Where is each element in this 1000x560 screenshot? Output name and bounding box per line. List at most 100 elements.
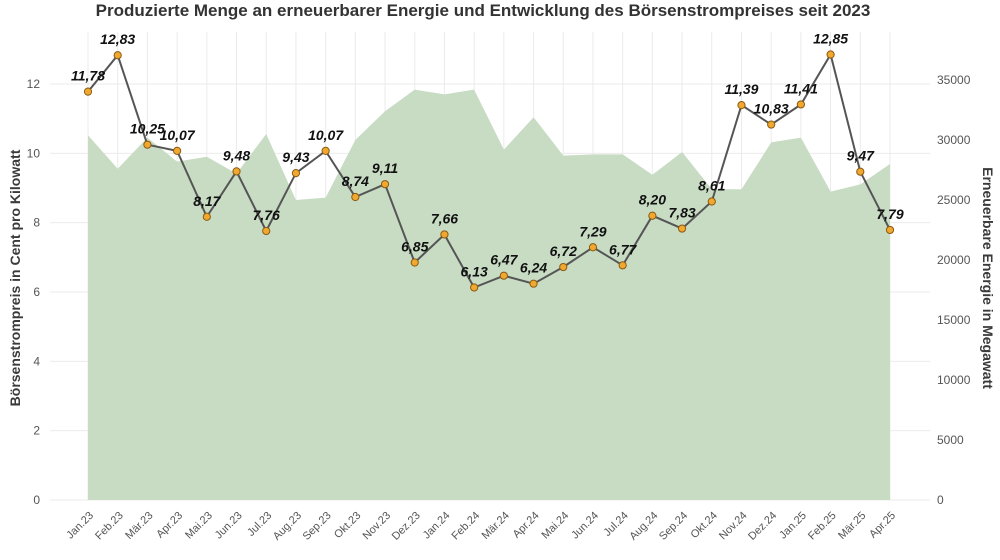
price-data-label: 7,76 [253,207,280,223]
price-point [410,258,419,267]
price-points-layer [83,50,895,292]
y2-tick-label: 15000 [937,313,971,327]
price-data-label: 12,83 [100,31,135,47]
x-tick-label: Jan.24 [421,510,453,542]
x-tick-label: Aug.24 [627,510,660,543]
price-point [677,224,687,233]
y2-tick-label: 20000 [937,253,971,267]
price-data-label: 9,11 [372,160,398,176]
y-tick-label: 12 [27,77,41,91]
price-data-label: 6,13 [461,263,488,279]
x-tick-label: Mär.23 [123,510,155,542]
price-point [737,101,746,110]
x-tick-label: Feb.23 [93,510,126,543]
price-line [87,51,891,289]
price-data-label: 9,48 [223,147,250,163]
price-data-label: 10,25 [130,121,165,137]
y2-axis-title: Erneuerbare Energie in Megawatt [980,167,996,389]
price-data-label: 9,47 [847,148,875,164]
renewable-energy-area-layer [88,89,890,500]
price-point [648,211,657,220]
y-tick-label: 0 [33,493,40,507]
price-point [380,180,390,189]
x-tick-label: Sep.23 [301,510,334,543]
price-data-label: 7,79 [876,206,903,222]
price-point [291,168,301,178]
price-data-label: 11,41 [784,80,818,96]
x-tick-label: Okt.23 [332,510,363,541]
x-tick-label: Apr.25 [867,510,898,541]
price-data-label: 8,74 [342,173,369,189]
x-tick-label: Jun.24 [569,510,601,542]
price-data-label: 7,29 [579,223,606,239]
chart-title: Produzierte Menge an erneuerbarer Energi… [96,1,871,20]
data-labels-layer: 11,7812,8310,2510,078,179,487,769,4310,0… [71,31,904,280]
y-tick-label: 2 [33,424,40,438]
y2-tick-label: 5000 [937,433,964,447]
x-tick-label: Feb.24 [450,510,483,543]
price-point [470,283,479,292]
x-tick-label: Dez.24 [746,510,779,543]
price-point [113,51,122,60]
price-data-label: 10,83 [754,101,789,117]
price-point [232,167,241,176]
price-data-label: 11,39 [724,81,758,97]
renewable-energy-area [88,89,890,500]
price-data-label: 9,43 [282,149,309,165]
price-line-layer [87,51,891,289]
price-point [856,167,865,176]
price-point [767,120,776,129]
right-axis-ticks: 0 5000 10000 15000 20000 25000 30000 35000 [937,73,971,507]
x-tick-label: Jan.25 [777,510,809,542]
y-tick-label: 4 [33,354,40,368]
price-point [440,230,449,239]
y2-tick-label: 35000 [937,73,971,87]
y2-tick-label: 10000 [937,373,971,387]
x-tick-label: Nov.24 [717,510,750,543]
x-tick-label: Okt.24 [688,510,719,541]
price-point [796,100,805,109]
x-tick-label: Aug.23 [271,510,304,543]
x-tick-label: Apr.23 [154,510,185,541]
y2-tick-label: 30000 [937,133,971,147]
price-point [826,50,835,59]
price-data-label: 10,07 [308,127,344,143]
x-tick-label: Mär.25 [836,510,868,542]
y2-tick-label: 0 [937,493,944,507]
price-point [351,192,360,202]
price-data-label: 6,24 [520,260,547,276]
price-data-label: 6,85 [401,239,428,255]
price-data-label: 8,17 [193,193,221,209]
price-point [173,146,182,156]
left-axis-ticks: 0 2 4 6 8 10 12 [27,77,41,507]
x-tick-label: Nov.23 [361,510,394,543]
x-tick-label: Apr.24 [511,510,542,541]
price-data-label: 8,61 [698,178,725,194]
x-tick-label: Jun.23 [213,510,245,542]
y-axis-title: Börsenstrompreis in Cent pro Kilowatt [7,149,23,406]
price-point [262,226,271,236]
x-tick-label: Dez.23 [390,510,423,543]
price-data-label: 10,07 [160,127,196,143]
x-tick-label: Sep.24 [657,510,690,543]
price-point [588,243,598,252]
price-data-label: 12,85 [813,31,848,47]
y-tick-label: 6 [33,285,40,299]
y-tick-label: 10 [27,146,41,160]
price-point [143,140,152,149]
price-data-label: 6,77 [609,241,637,257]
price-data-label: 7,66 [431,210,458,226]
y2-tick-label: 25000 [937,193,971,207]
price-point [885,225,895,235]
price-data-label: 7,83 [668,205,695,221]
price-point [529,279,538,288]
price-point [707,197,716,206]
price-data-label: 8,20 [639,192,666,208]
price-data-label: 11,78 [71,68,105,84]
x-tick-label: Mai.23 [183,510,215,542]
price-point [321,146,330,156]
y-tick-label: 8 [33,216,40,230]
price-data-label: 6,72 [550,243,577,259]
x-tick-label: Feb.25 [806,510,839,543]
